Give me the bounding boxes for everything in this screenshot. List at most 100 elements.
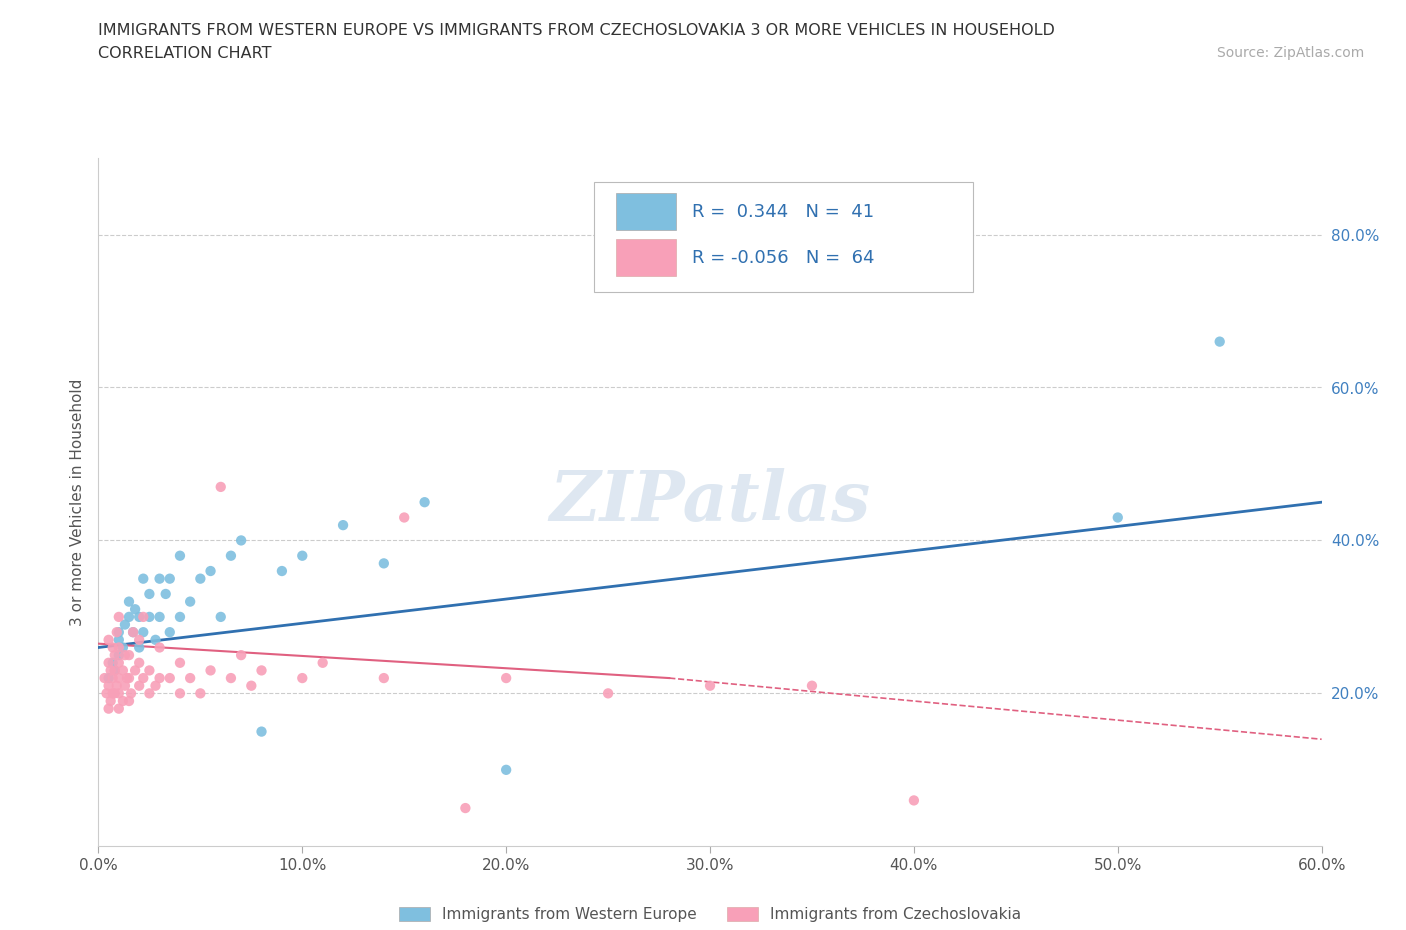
Point [101,656,124,671]
Point [124,663,146,678]
Point [132,625,155,640]
Point [149,571,172,586]
Point [118,647,141,662]
Point [169,656,191,671]
Point [1107,510,1129,525]
Point [97,671,120,685]
Point [219,549,242,564]
Point [598,686,620,701]
Point [104,663,127,678]
FancyBboxPatch shape [616,193,676,231]
Point [101,640,124,655]
Point [169,686,191,701]
Point [209,480,232,495]
Point [100,663,122,678]
Point [188,686,212,701]
Point [122,625,145,640]
Point [270,564,294,578]
Text: R = -0.056   N =  64: R = -0.056 N = 64 [692,249,875,267]
FancyBboxPatch shape [616,239,676,276]
Point [495,763,517,777]
Point [96,686,118,701]
Point [132,609,155,624]
Point [111,694,134,709]
Text: R =  0.344   N =  41: R = 0.344 N = 41 [692,203,873,220]
Point [124,602,146,617]
Point [114,678,136,693]
Point [149,609,172,624]
Point [155,587,177,602]
Point [108,625,131,640]
Point [97,678,120,693]
Point [118,671,141,685]
Point [115,671,138,685]
Point [413,495,436,510]
Point [138,663,160,678]
Point [132,571,155,586]
Y-axis label: 3 or more Vehicles in Household: 3 or more Vehicles in Household [69,379,84,626]
Point [108,686,131,701]
Point [108,647,131,662]
Point [108,701,131,716]
Point [122,625,145,640]
Point [495,671,517,685]
Point [138,686,160,701]
Point [128,656,150,671]
Point [373,556,395,571]
Point [104,686,127,701]
Point [104,663,127,678]
Point [312,656,335,671]
Point [231,533,253,548]
Point [219,671,242,685]
Point [145,678,167,693]
Point [454,801,477,816]
Point [118,594,141,609]
Point [101,671,124,685]
Point [801,678,824,693]
Point [100,694,122,709]
Point [101,686,124,701]
Point [209,609,232,624]
Point [159,571,181,586]
Point [145,632,167,647]
Point [138,587,160,602]
Point [179,671,201,685]
Point [332,518,354,533]
Point [903,793,925,808]
Point [97,701,120,716]
Point [105,625,128,640]
Point [250,724,273,739]
Point [111,640,134,655]
Point [108,671,131,685]
Point [108,656,131,671]
Point [97,656,120,671]
Point [373,671,395,685]
Point [169,549,191,564]
Point [118,694,141,709]
Point [108,609,131,624]
Point [105,678,128,693]
Point [149,640,172,655]
Point [128,640,150,655]
Point [114,647,136,662]
Point [159,625,181,640]
Point [1209,334,1232,349]
Point [159,671,181,685]
Point [392,510,416,525]
Point [108,632,131,647]
Point [118,609,141,624]
Point [699,678,721,693]
Point [179,594,201,609]
Point [149,671,172,685]
Point [200,663,222,678]
Point [111,663,134,678]
Point [120,686,142,701]
Point [93,671,115,685]
Point [250,663,273,678]
Point [200,564,222,578]
Text: ZIPatlas: ZIPatlas [550,469,870,536]
Point [97,632,120,647]
Point [291,549,314,564]
Legend: Immigrants from Western Europe, Immigrants from Czechoslovakia: Immigrants from Western Europe, Immigran… [392,901,1028,928]
Point [114,618,136,632]
